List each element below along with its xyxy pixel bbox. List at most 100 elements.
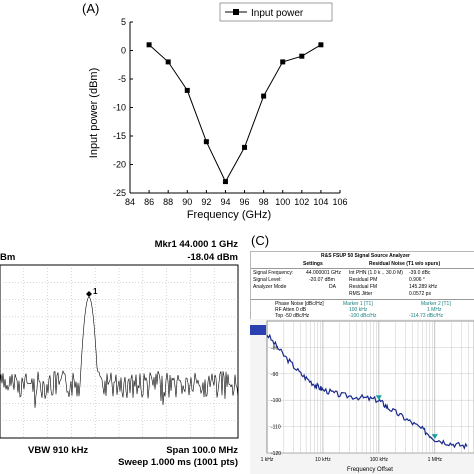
y-tick-label: -15 xyxy=(113,131,126,141)
y-tick-label: -80 xyxy=(271,345,278,351)
phase-noise-plot: -120 -110 -100 -90 -80 1 kHz 10 kHz 100 kHz 1 MH… xyxy=(250,319,474,474)
x-tick-label: 94 xyxy=(220,197,230,207)
marker2-title: Marker 2 [T1] xyxy=(421,301,451,307)
x-tick-label: 106 xyxy=(332,197,347,207)
residual-value: -39.0 dBc xyxy=(409,270,431,276)
marker1-title: Marker 1 [T1] xyxy=(343,301,373,307)
x-tick-label: 10 kHz xyxy=(315,457,331,463)
x-tick-label: 98 xyxy=(259,197,269,207)
residual-label: Int PHN (1.0 k .. 30.0 M) xyxy=(349,270,403,276)
settings-value: DA xyxy=(329,284,336,290)
spectrum-grid xyxy=(0,265,238,438)
settings-label: Analyzer Mode xyxy=(253,284,287,290)
residual-value: 0.0572 ps xyxy=(409,291,431,297)
legend-marker xyxy=(233,9,239,15)
residual-value: 145.289 kHz xyxy=(409,284,438,290)
y-tick-label: -20 xyxy=(113,160,126,170)
phase-noise-ticks: -120 -110 -100 -90 -80 1 kHz 10 kHz 100 kHz 1 MH… xyxy=(261,345,443,463)
panel-a-xlabel: Frequency (GHz) xyxy=(187,209,271,221)
phase-noise-trace xyxy=(266,333,468,450)
data-point xyxy=(184,87,190,93)
x-tick-label: 104 xyxy=(313,197,328,207)
data-point xyxy=(165,59,171,65)
x-tick-label: 92 xyxy=(201,197,211,207)
panel-b: Mkr1 44.000 1 GHz -18.04 dBm Bm 1 VBW 91… xyxy=(0,235,242,474)
y-tick-label: 0 xyxy=(121,46,126,56)
spectrum-plot: 1 xyxy=(0,264,239,439)
y-tick-label: -25 xyxy=(113,188,126,198)
marker-readout-level: -18.04 dBm xyxy=(187,252,238,263)
y-tick-label: -120 xyxy=(271,451,281,457)
data-point xyxy=(146,42,152,48)
data-point xyxy=(242,144,248,150)
phase-noise-xlabel: Frequency Offset xyxy=(347,467,393,473)
top-level: Top -50 dBc/Hz xyxy=(275,313,310,319)
x-tick-label: 96 xyxy=(240,197,250,207)
rf-atten: RF Atten 0 dB xyxy=(275,307,307,313)
legend-label: Input power xyxy=(251,8,304,19)
settings-label: Signal Frequency: xyxy=(253,270,294,276)
panel-a-legend: Input power xyxy=(219,2,333,22)
marker2-freq: 1 MHz xyxy=(427,307,442,313)
data-point xyxy=(299,53,305,59)
marker1-value: -100 dBc/Hz xyxy=(349,313,377,319)
header-rule xyxy=(251,299,474,300)
residual-label: RMS Jitter xyxy=(349,291,373,297)
data-point xyxy=(261,93,267,99)
data-point xyxy=(318,42,324,48)
y-tick-label: 5 xyxy=(121,17,126,27)
x-tick-label: 84 xyxy=(125,197,135,207)
x-tick-label: 1 kHz xyxy=(261,457,274,463)
y-tick-label: -100 xyxy=(271,398,281,404)
phase-noise-markers xyxy=(375,395,438,440)
settings-row: Analyzer Mode xyxy=(253,284,286,290)
panel-a-axes xyxy=(129,22,340,194)
marker2-value: -114.73 dBc/Hz xyxy=(409,313,444,319)
residual-heading: Residual Noise (T1 w/o spurs) xyxy=(369,261,441,267)
residual-value: 0.906 ° xyxy=(409,277,425,283)
settings-value: 44.000001 GHz xyxy=(306,270,342,276)
marker-number: 1 xyxy=(93,287,98,296)
ref-unit: Bm xyxy=(0,252,16,263)
panel-a-chart: (A) 84 86 88 90 92 94 96 98 100 102 104 106 -25 -20 -1… xyxy=(82,1,348,221)
data-point xyxy=(280,59,286,65)
x-tick-label: 90 xyxy=(182,197,192,207)
settings-value: -20.07 dBm xyxy=(309,277,335,283)
panel-a-series xyxy=(146,42,324,185)
trace-indicator xyxy=(250,325,266,335)
trace-title: Phase Noise [dBc/Hz] xyxy=(275,301,324,307)
marker-2-triangle xyxy=(431,434,438,440)
x-tick-label: 100 kHz xyxy=(370,457,389,463)
span-readout: Span 100.0 MHz xyxy=(166,445,238,456)
marker-readout-freq: Mkr1 44.000 1 GHz xyxy=(154,239,238,250)
x-tick-label: 86 xyxy=(144,197,154,207)
y-tick-label: -90 xyxy=(271,372,278,378)
legend-box xyxy=(219,2,333,22)
analyzer-header: R&S FSUP 50 Signal Source Analyzer Setti… xyxy=(250,251,474,321)
spectrum-trace xyxy=(0,296,239,408)
panel-a-ylabel: Input power (dBm) xyxy=(88,68,100,158)
series-line xyxy=(148,44,322,183)
y-tick-label: -110 xyxy=(271,425,281,431)
data-point xyxy=(203,139,209,145)
analyzer-title: R&S FSUP 50 Signal Source Analyzer xyxy=(321,253,410,259)
panel-c-label: (C) xyxy=(251,233,270,248)
settings-heading: Settings xyxy=(303,261,323,267)
x-tick-label: 88 xyxy=(163,197,173,207)
settings-row: Signal Level: xyxy=(253,277,282,283)
x-tick-label: 1 MHz xyxy=(428,457,443,463)
residual-label: Residual PM xyxy=(349,277,378,283)
sweep-readout: Sweep 1.000 ms (1001 pts) xyxy=(118,457,238,468)
phase-noise-grid xyxy=(266,321,474,454)
data-point xyxy=(222,179,228,185)
residual-label: Residual FM xyxy=(349,284,378,290)
marker-diamond xyxy=(86,291,92,297)
x-tick-label: 100 xyxy=(275,197,290,207)
y-tick-label: -10 xyxy=(113,103,126,113)
y-tick-label: -5 xyxy=(118,74,126,84)
marker-1-triangle xyxy=(375,395,382,401)
vbw-readout: VBW 910 kHz xyxy=(28,445,89,456)
settings-row: Signal Frequency: xyxy=(253,270,293,276)
panel-c: (C) R&S FSUP 50 Signal Source Analyzer S… xyxy=(250,233,474,474)
